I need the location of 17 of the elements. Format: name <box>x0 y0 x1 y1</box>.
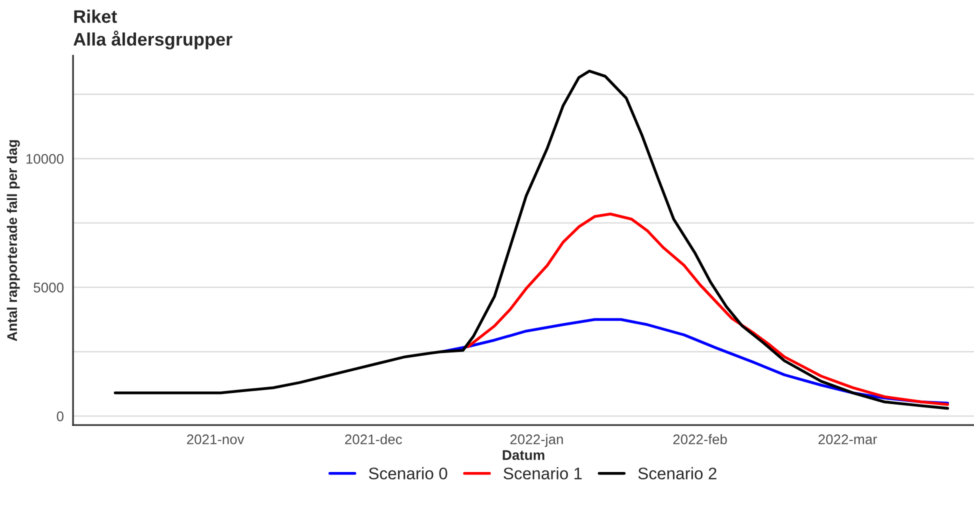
line-series <box>466 212 950 406</box>
chart-subtitle: Alla åldersgrupper <box>74 30 232 50</box>
legend-label: Scenario 0 <box>368 467 448 480</box>
y-tick-label: 0 <box>56 411 64 422</box>
x-axis-title: Datum <box>502 450 544 460</box>
x-tick-label: 2021-dec <box>345 434 402 444</box>
x-tick-label: 2022-mar <box>818 434 878 444</box>
y-tick-label: 10000 <box>26 154 64 164</box>
chart-title: Riket <box>74 10 117 23</box>
line-series <box>114 70 950 410</box>
y-axis-title: Antal rapporterade fall per dag <box>6 140 20 342</box>
legend-label: Scenario 2 <box>638 467 716 480</box>
y-tick-label: 5000 <box>34 282 64 292</box>
x-tick-label: 2022-jan <box>510 434 563 448</box>
x-tick-label: 2021-nov <box>187 434 244 444</box>
x-tick-label: 2022-feb <box>673 434 727 444</box>
legend-label: Scenario 1 <box>504 467 582 480</box>
